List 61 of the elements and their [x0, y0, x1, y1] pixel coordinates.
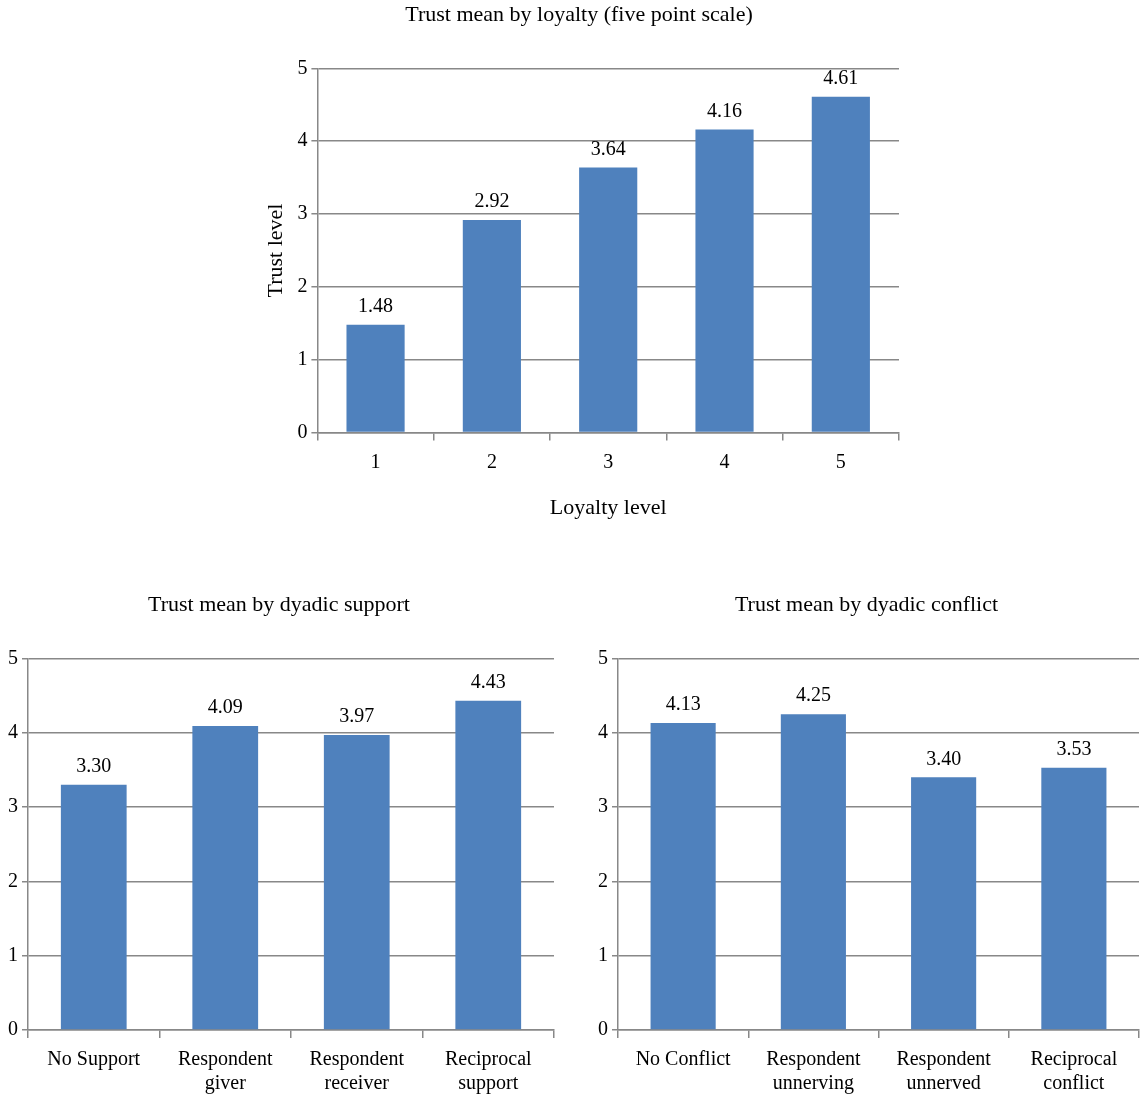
data-label: 3.30 — [76, 753, 112, 776]
y-tick-label: 3 — [8, 794, 18, 817]
chart-title: Trust mean by loyalty (five point scale) — [405, 0, 753, 26]
bar — [455, 700, 522, 1030]
data-label: 4.43 — [470, 670, 506, 693]
y-tick-label: 4 — [598, 719, 608, 742]
data-label: 4.09 — [207, 695, 243, 718]
y-tick-label: 0 — [598, 1017, 608, 1040]
y-tick-label: 5 — [8, 645, 18, 668]
y-tick-label: 5 — [297, 55, 308, 78]
y-tick-label: 2 — [598, 868, 608, 891]
x-tick-label: Respondent receiver — [309, 1047, 405, 1094]
chart-title: Trust mean by dyadic support — [148, 590, 410, 616]
x-tick-label: 1 — [370, 449, 381, 472]
y-tick-label: 0 — [8, 1017, 18, 1040]
data-label: 3.53 — [1056, 736, 1092, 759]
data-label: 4.25 — [795, 683, 831, 706]
bar — [695, 129, 754, 432]
bar — [323, 734, 390, 1030]
y-tick-label: 1 — [598, 942, 608, 965]
x-tick-label: 5 — [835, 449, 846, 472]
bar — [60, 784, 127, 1030]
data-label: 1.48 — [358, 294, 394, 317]
bar — [911, 777, 977, 1030]
data-label: 3.97 — [339, 704, 375, 727]
bar — [579, 167, 638, 432]
x-tick-label: No Support — [47, 1047, 141, 1071]
bar — [650, 723, 716, 1030]
x-tick-label: No Conflict — [635, 1047, 732, 1070]
data-label: 4.61 — [823, 66, 859, 89]
data-label: 4.13 — [665, 692, 701, 715]
y-tick-label: 3 — [297, 201, 308, 224]
y-axis-title: Trust level — [261, 203, 287, 298]
y-tick-label: 2 — [297, 274, 308, 297]
y-tick-label: 1 — [297, 347, 308, 370]
data-label: 3.40 — [926, 746, 962, 769]
x-tick-label: Reciprocal support — [444, 1047, 532, 1095]
bar — [462, 219, 521, 432]
data-label: 3.64 — [590, 136, 626, 159]
y-tick-label: 4 — [297, 128, 308, 151]
data-label: 2.92 — [474, 189, 510, 212]
y-tick-label: 0 — [297, 419, 308, 442]
x-tick-label: 2 — [486, 449, 497, 472]
x-tick-label: Respondent unnerving — [766, 1047, 862, 1095]
y-tick-label: 3 — [598, 794, 608, 817]
data-label: 4.16 — [707, 98, 743, 121]
x-axis-title: Loyalty level — [549, 493, 667, 519]
y-tick-label: 5 — [598, 645, 608, 668]
bar — [811, 96, 870, 432]
x-tick-label: Respondent unnerved — [896, 1047, 992, 1094]
x-tick-label: Respondent giver — [178, 1047, 273, 1095]
bar — [346, 324, 405, 432]
y-tick-label: 4 — [8, 719, 18, 742]
y-tick-label: 2 — [8, 868, 18, 891]
bar — [192, 726, 259, 1030]
bar — [1041, 767, 1107, 1030]
x-tick-label: Reciprocal conflict — [1030, 1047, 1118, 1094]
x-tick-label: 4 — [719, 449, 730, 472]
y-tick-label: 1 — [8, 942, 18, 965]
chart-title: Trust mean by dyadic conflict — [734, 590, 999, 616]
bar — [780, 714, 846, 1030]
